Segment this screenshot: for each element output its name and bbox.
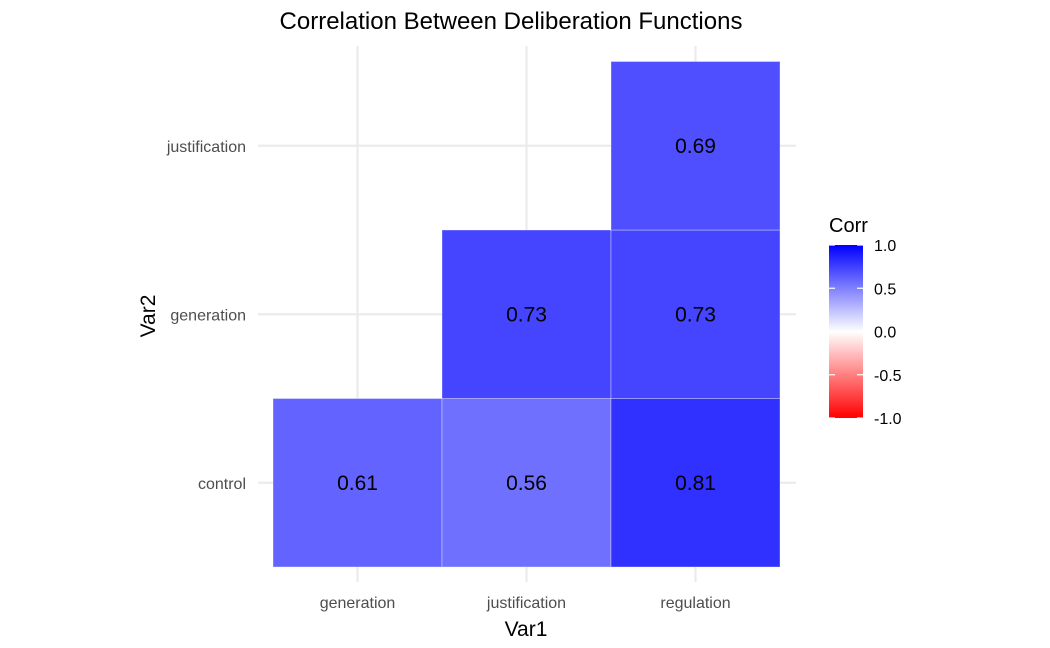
cell-value-label: 0.61 bbox=[337, 472, 378, 495]
x-tick-label: regulation bbox=[660, 595, 730, 612]
y-axis-title: Var2 bbox=[137, 295, 160, 338]
legend-ticks: 1.0 0.5 0.0 -0.5 -1.0 bbox=[829, 238, 902, 428]
cell-value-label: 0.73 bbox=[675, 303, 716, 326]
y-tick-label: control bbox=[198, 476, 246, 493]
heatmap-cell bbox=[610, 398, 781, 568]
heatmap-cell bbox=[272, 398, 443, 568]
heatmap-cells bbox=[272, 61, 781, 568]
legend-tick-label: -1.0 bbox=[874, 411, 902, 428]
cell-value-label: 0.73 bbox=[506, 303, 547, 326]
legend-title: Corr bbox=[829, 215, 868, 237]
cell-value-label: 0.81 bbox=[675, 472, 716, 495]
heatmap-cell bbox=[610, 229, 781, 399]
x-tick-label: generation bbox=[320, 595, 396, 612]
color-legend: Corr 1.0 0.5 0.0 -0.5 -1.0 bbox=[829, 215, 902, 428]
heatmap-cell bbox=[441, 229, 612, 399]
cell-value-label: 0.69 bbox=[675, 135, 716, 158]
x-axis-ticks: generation justification regulation bbox=[320, 595, 731, 612]
legend-tick-label: 0.5 bbox=[874, 281, 896, 298]
y-tick-label: justification bbox=[166, 139, 246, 156]
legend-tick-label: 1.0 bbox=[874, 238, 896, 255]
cell-labels: 0.61 0.56 0.81 0.73 0.73 0.69 bbox=[337, 135, 716, 495]
x-tick-label: justification bbox=[486, 595, 566, 612]
chart-title: Correlation Between Deliberation Functio… bbox=[280, 8, 743, 35]
y-tick-label: generation bbox=[170, 307, 246, 324]
x-axis-title: Var1 bbox=[505, 618, 548, 641]
heatmap-cell bbox=[610, 61, 781, 231]
cell-value-label: 0.56 bbox=[506, 472, 547, 495]
y-axis-ticks: control generation justification bbox=[166, 139, 246, 493]
legend-tick-label: -0.5 bbox=[874, 368, 902, 385]
legend-tick-label: 0.0 bbox=[874, 325, 896, 342]
